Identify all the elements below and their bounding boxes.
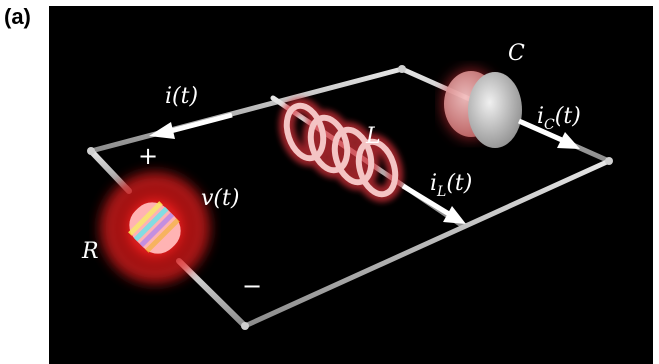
label-i-total: i(t) (165, 84, 198, 109)
arrow-i-capacitor (517, 118, 580, 149)
label-resistor: R (81, 239, 99, 264)
label-i-inductor-arg: (t) (446, 171, 472, 196)
resistor (100, 172, 210, 284)
capacitor (441, 68, 522, 148)
panel-label: (a) (4, 4, 31, 29)
rlc-circuit-diagram: i(t) v(t) R L C iL(t) iC(t) + − (49, 6, 653, 364)
arrow-i-total (149, 112, 233, 139)
label-i-inductor-sub: L (436, 184, 446, 200)
label-i-inductor-main: i (430, 171, 437, 196)
inductor-coil (278, 97, 404, 203)
label-plus: + (138, 142, 158, 170)
label-i-capacitor-arg: (t) (555, 104, 581, 129)
label-voltage: v(t) (201, 186, 239, 211)
label-i-inductor: iL(t) (430, 171, 472, 200)
label-inductor: L (365, 124, 381, 149)
label-i-capacitor-sub: C (544, 117, 555, 133)
label-i-capacitor-main: i (537, 104, 544, 129)
label-capacitor: C (508, 41, 525, 66)
wire-joints (87, 65, 613, 330)
arrow-i-inductor (401, 183, 466, 224)
label-i-capacitor: iC(t) (537, 104, 581, 133)
label-minus: − (242, 272, 262, 300)
